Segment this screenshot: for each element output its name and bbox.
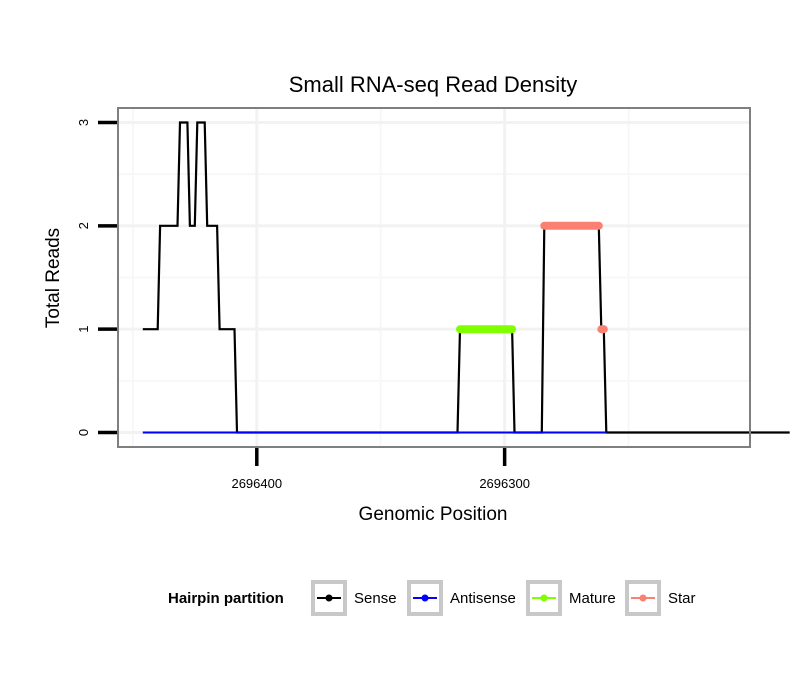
legend-title: Hairpin partition xyxy=(168,590,284,607)
x-tick-label: 2696300 xyxy=(479,476,530,491)
y-tick-label: 1 xyxy=(76,326,91,333)
x-axis: 2696400 2696300 xyxy=(231,448,530,491)
y-axis-title: Total Reads xyxy=(43,228,64,328)
series-layer xyxy=(142,121,790,434)
plot-border xyxy=(117,107,751,448)
y-tick-label: 0 xyxy=(76,429,91,436)
chart-title: Small RNA-seq Read Density xyxy=(289,72,578,97)
y-tick-label: 3 xyxy=(76,119,91,126)
legend-label-antisense: Antisense xyxy=(450,590,516,607)
legend-label-mature: Mature xyxy=(569,590,616,607)
legend-label-star: Star xyxy=(668,590,696,607)
legend: Hairpin partition Sense Antisense Mature St… xyxy=(168,580,696,616)
legend-key-point-star xyxy=(639,594,647,602)
x-tick-label: 2696400 xyxy=(231,476,282,491)
legend-key-point-antisense xyxy=(421,594,429,602)
legend-key-point-mature xyxy=(540,594,548,602)
y-axis: 0 1 2 3 xyxy=(76,119,117,436)
legend-key-point-sense xyxy=(325,594,333,602)
y-tick-label: 2 xyxy=(76,222,91,229)
legend-label-sense: Sense xyxy=(354,590,397,607)
plot-panel xyxy=(117,107,790,448)
x-axis-title: Genomic Position xyxy=(359,504,508,525)
